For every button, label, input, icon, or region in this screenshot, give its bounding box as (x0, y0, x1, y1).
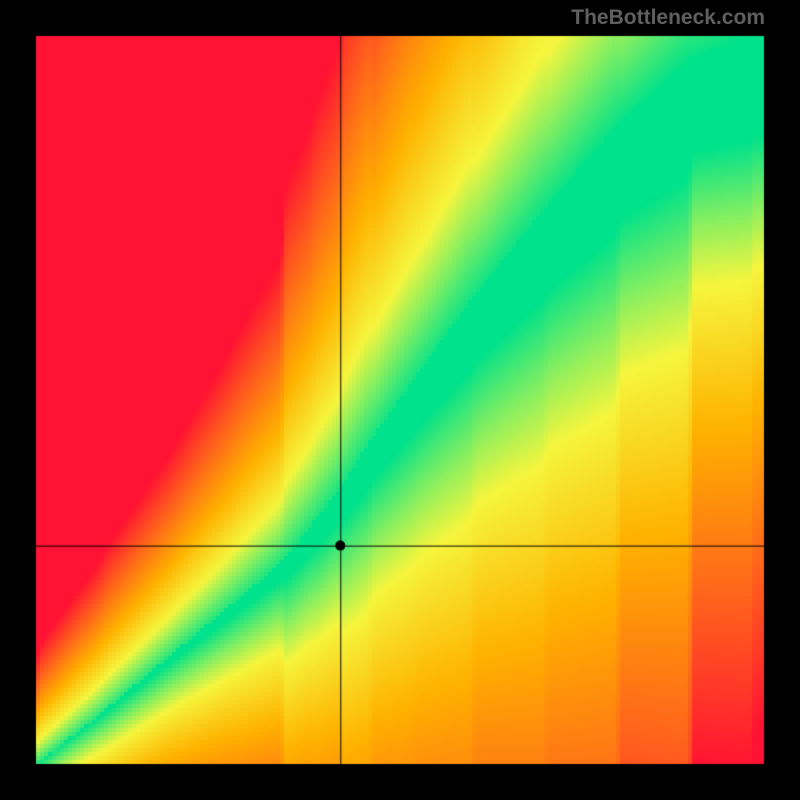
heatmap-canvas (0, 0, 800, 800)
watermark-text: TheBottleneck.com (571, 6, 765, 30)
chart-container: TheBottleneck.com (0, 0, 800, 800)
